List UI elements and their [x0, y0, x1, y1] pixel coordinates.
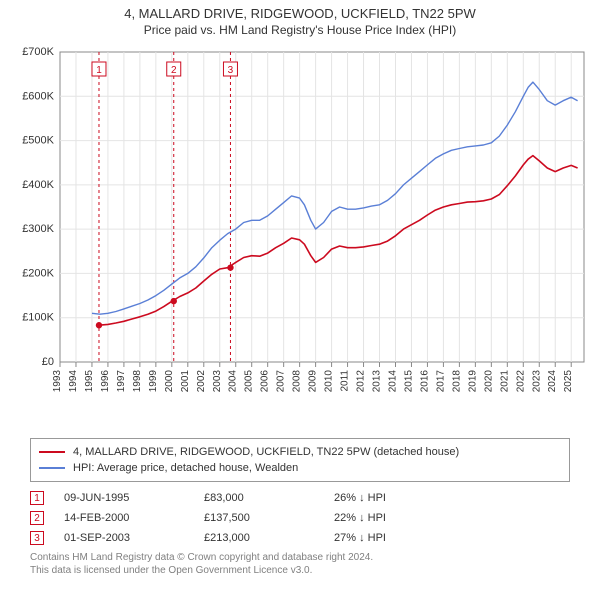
marker-price: £137,500: [204, 512, 334, 524]
x-tick-label: 2025: [563, 370, 574, 393]
x-tick-label: 2008: [292, 370, 303, 393]
x-tick-label: 2000: [164, 370, 175, 393]
x-tick-label: 2014: [387, 370, 398, 393]
legend-swatch: [39, 467, 65, 469]
x-tick-label: 2021: [499, 370, 510, 393]
x-tick-label: 2016: [419, 370, 430, 393]
y-tick-label: £200K: [22, 267, 54, 279]
x-tick-label: 2017: [435, 370, 446, 393]
marker-number-box: 3: [30, 531, 44, 545]
marker-number-box: 2: [30, 511, 44, 525]
x-tick-label: 1994: [68, 370, 79, 393]
y-tick-label: £500K: [22, 135, 54, 147]
marker-date: 01-SEP-2003: [64, 532, 204, 544]
x-tick-label: 1998: [132, 370, 143, 393]
y-tick-label: £100K: [22, 312, 54, 324]
marker-price: £83,000: [204, 492, 334, 504]
marker-number-box: 1: [30, 491, 44, 505]
x-tick-label: 1999: [148, 370, 159, 393]
x-tick-label: 2007: [276, 370, 287, 393]
chart-title: 4, MALLARD DRIVE, RIDGEWOOD, UCKFIELD, T…: [0, 0, 600, 21]
marker-box-label: 1: [96, 65, 102, 76]
marker-price: £213,000: [204, 532, 334, 544]
x-tick-label: 2011: [340, 370, 351, 392]
x-tick-label: 1993: [52, 370, 63, 393]
x-tick-label: 2006: [260, 370, 271, 393]
chart-area: £0 £100K £200K £300K £400K £500K £600K £700K 199…: [10, 46, 590, 426]
legend-row: 4, MALLARD DRIVE, RIDGEWOOD, UCKFIELD, T…: [39, 444, 561, 460]
marker-date: 14-FEB-2000: [64, 512, 204, 524]
marker-box-label: 3: [228, 65, 234, 76]
marker-box-label: 2: [171, 65, 177, 76]
legend-box: 4, MALLARD DRIVE, RIDGEWOOD, UCKFIELD, T…: [30, 438, 570, 482]
chart-subtitle: Price paid vs. HM Land Registry's House …: [0, 21, 600, 41]
legend-row: HPI: Average price, detached house, Weal…: [39, 460, 561, 476]
marker-row: 3 01-SEP-2003£213,00027% ↓ HPI: [30, 528, 570, 548]
y-tick-label: £300K: [22, 223, 54, 235]
marker-date: 09-JUN-1995: [64, 492, 204, 504]
marker-diff: 22% ↓ HPI: [334, 512, 494, 524]
y-tick-label: £400K: [22, 179, 54, 191]
x-tick-label: 2022: [515, 370, 526, 393]
marker-table: 1 09-JUN-1995£83,00026% ↓ HPI 2 14-FEB-2000…: [30, 488, 570, 548]
y-tick-label: £0: [42, 356, 54, 368]
y-tick-label: £700K: [22, 46, 54, 58]
x-tick-label: 2001: [180, 370, 191, 393]
legend-label: HPI: Average price, detached house, Weal…: [73, 462, 298, 474]
x-tick-label: 2010: [324, 370, 335, 393]
x-tick-label: 2018: [451, 370, 462, 393]
legend-swatch: [39, 451, 65, 453]
y-tick-label: £600K: [22, 90, 54, 102]
x-tick-label: 1997: [116, 370, 127, 393]
x-tick-label: 2003: [212, 370, 223, 393]
x-tick-label: 2024: [547, 370, 558, 393]
marker-diff: 26% ↓ HPI: [334, 492, 494, 504]
x-tick-label: 2012: [356, 370, 367, 393]
footer-text: Contains HM Land Registry data © Crown c…: [30, 552, 570, 577]
x-tick-label: 2004: [228, 370, 239, 393]
x-tick-label: 2023: [531, 370, 542, 393]
marker-row: 2 14-FEB-2000£137,50022% ↓ HPI: [30, 508, 570, 528]
x-tick-label: 2002: [196, 370, 207, 393]
footer-line-2: This data is licensed under the Open Gov…: [30, 565, 570, 578]
x-tick-label: 2015: [403, 370, 414, 393]
marker-diff: 27% ↓ HPI: [334, 532, 494, 544]
x-tick-label: 1996: [100, 370, 111, 393]
x-tick-label: 2013: [372, 370, 383, 393]
x-tick-label: 2005: [244, 370, 255, 393]
line-chart-svg: £0 £100K £200K £300K £400K £500K £600K £700K 199…: [10, 46, 590, 426]
x-tick-label: 2019: [467, 370, 478, 393]
legend-label: 4, MALLARD DRIVE, RIDGEWOOD, UCKFIELD, T…: [73, 446, 459, 458]
marker-row: 1 09-JUN-1995£83,00026% ↓ HPI: [30, 488, 570, 508]
x-tick-label: 2009: [308, 370, 319, 393]
footer-line-1: Contains HM Land Registry data © Crown c…: [30, 552, 570, 565]
x-tick-label: 2020: [483, 370, 494, 393]
x-tick-label: 1995: [84, 370, 95, 393]
